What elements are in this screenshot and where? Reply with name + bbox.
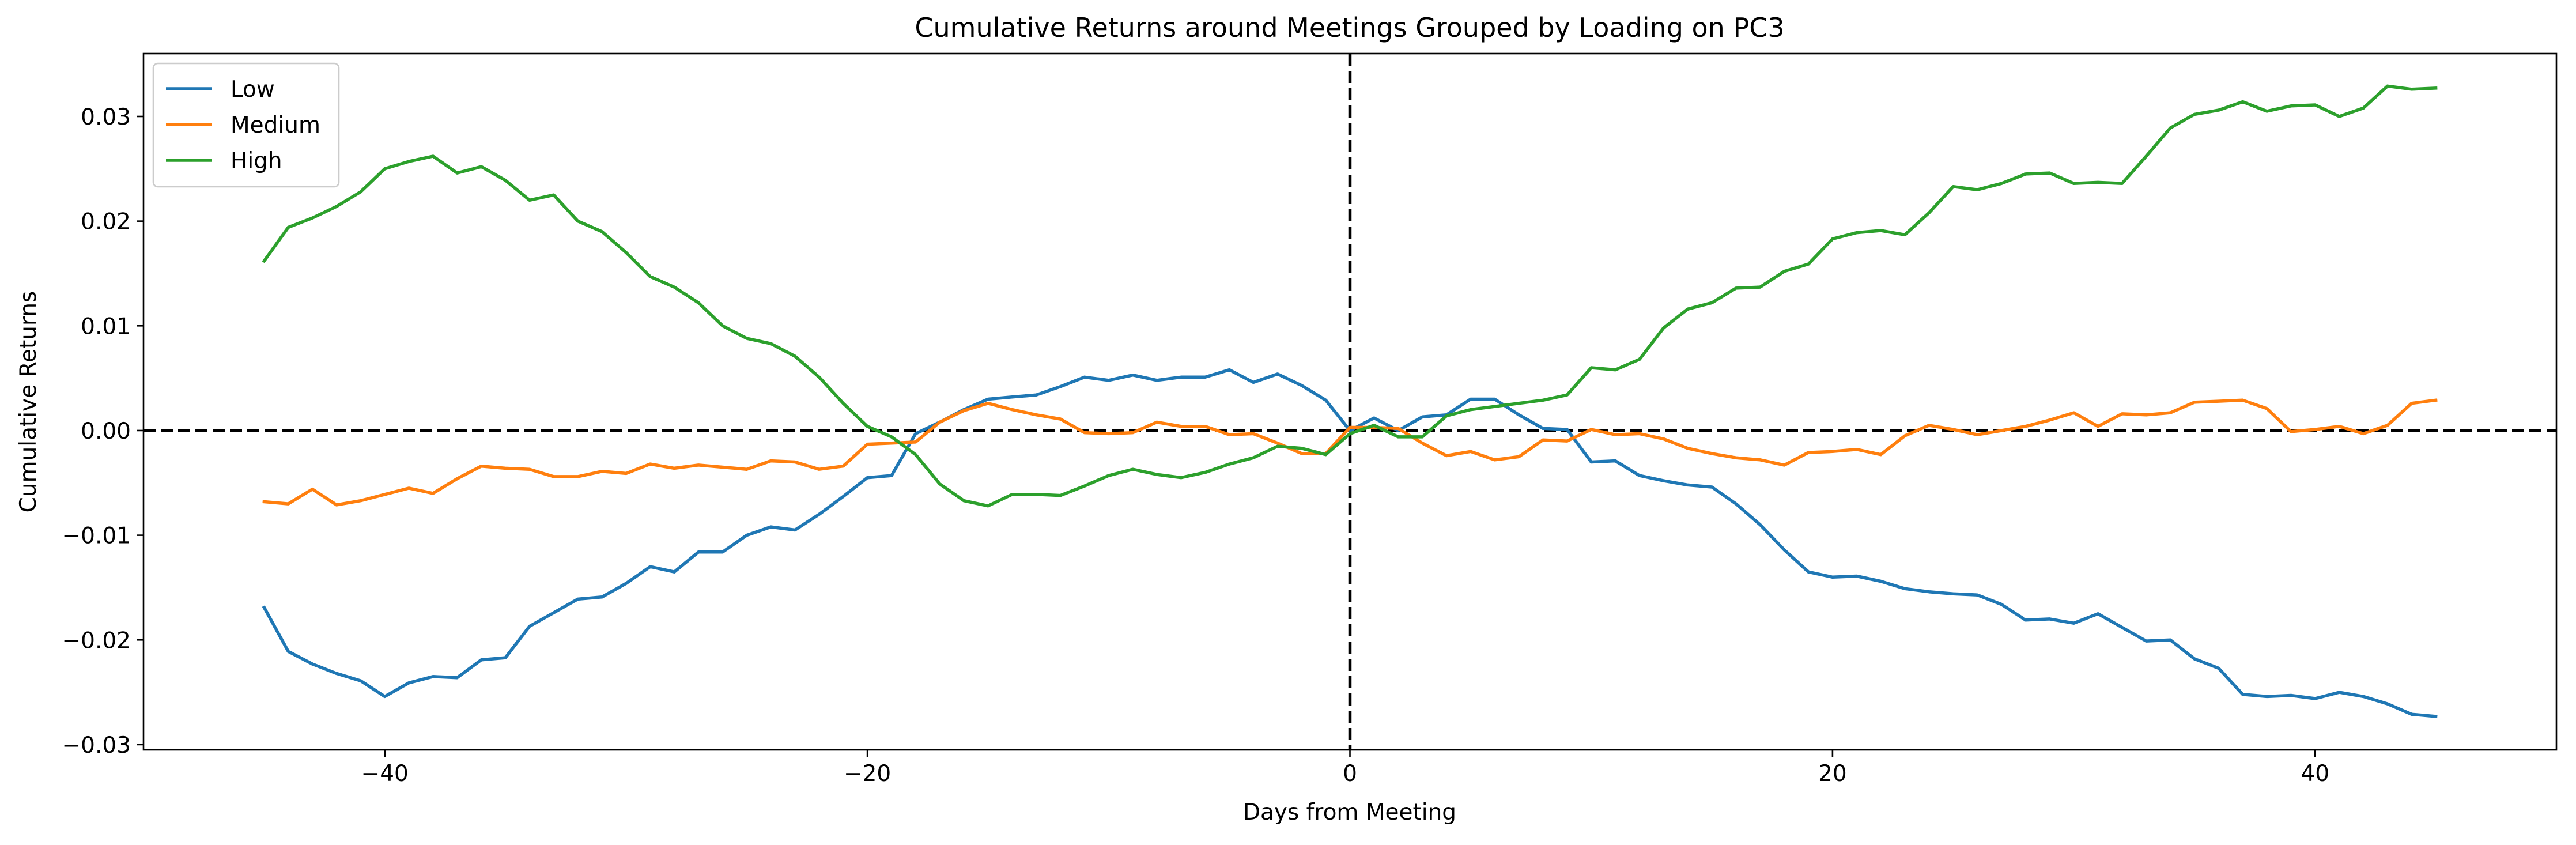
- legend-box: [152, 62, 340, 188]
- y-tick-label: −0.02: [62, 628, 131, 654]
- y-axis-title: Cumulative Returns: [16, 291, 41, 513]
- chart-title: Cumulative Returns around Meetings Group…: [915, 12, 1784, 43]
- y-tick-label: 0.03: [81, 104, 131, 130]
- legend-label-medium: Medium: [231, 112, 320, 138]
- x-tick-label: 40: [2301, 761, 2329, 787]
- series-line-high: [262, 84, 2438, 508]
- y-tick-label: 0.00: [81, 418, 131, 444]
- y-tick-label: 0.01: [81, 314, 131, 339]
- legend-label-low: Low: [231, 77, 275, 103]
- x-axis-title: Days from Meeting: [1243, 799, 1456, 825]
- y-tick-label: 0.02: [81, 209, 131, 235]
- legend-label-high: High: [231, 148, 282, 174]
- y-tick-label: −0.03: [62, 733, 131, 759]
- x-tick-label: −40: [361, 761, 409, 787]
- series-lines: [262, 84, 2438, 718]
- legend: Low Medium High: [152, 62, 340, 188]
- plot-area: [142, 52, 2558, 751]
- y-axis: −0.03 −0.02 −0.01 0.00 0.01 0.02 0.03: [62, 104, 143, 759]
- x-tick-label: −20: [844, 761, 891, 787]
- x-tick-label: 0: [1343, 761, 1357, 787]
- x-axis: −40 −20 0 20 40: [361, 750, 2329, 787]
- y-tick-label: −0.01: [62, 523, 131, 549]
- series-line-low: [262, 368, 2438, 718]
- x-tick-label: 20: [1818, 761, 1847, 787]
- reference-lines: [143, 54, 2556, 750]
- series-line-medium: [262, 398, 2438, 507]
